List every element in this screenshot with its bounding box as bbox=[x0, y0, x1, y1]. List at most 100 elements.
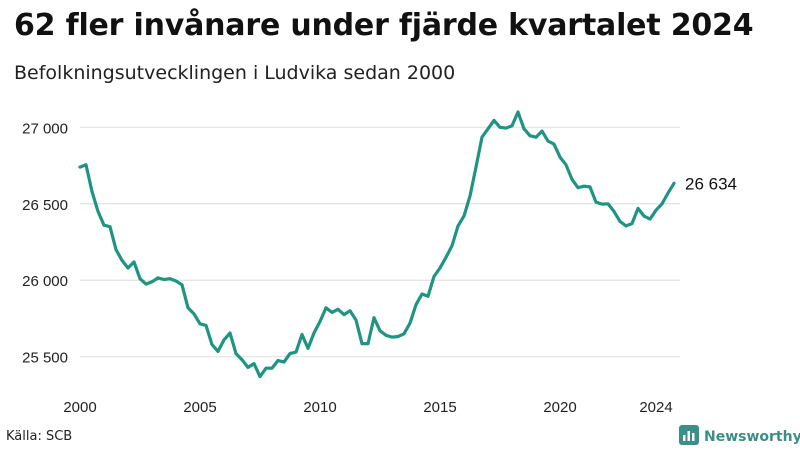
data-point bbox=[444, 255, 448, 259]
data-point bbox=[384, 333, 388, 337]
data-point bbox=[150, 280, 154, 284]
data-point bbox=[324, 306, 328, 310]
data-point bbox=[204, 323, 208, 327]
data-point bbox=[654, 208, 658, 212]
data-point bbox=[540, 129, 544, 133]
data-point bbox=[618, 219, 622, 223]
x-tick-label: 2005 bbox=[183, 399, 216, 416]
data-point bbox=[210, 343, 214, 346]
data-point bbox=[438, 266, 442, 270]
data-point bbox=[588, 185, 592, 189]
data-point bbox=[480, 135, 484, 139]
data-point bbox=[336, 307, 340, 311]
data-point bbox=[180, 283, 184, 287]
data-point bbox=[378, 329, 382, 333]
data-point bbox=[252, 362, 256, 365]
newsworthy-chart-icon bbox=[679, 424, 699, 450]
data-point bbox=[642, 214, 646, 218]
x-tick-label: 2000 bbox=[63, 399, 96, 416]
data-point bbox=[504, 126, 508, 130]
data-point bbox=[666, 191, 670, 195]
data-point bbox=[558, 155, 562, 159]
data-point bbox=[522, 127, 526, 131]
data-point bbox=[360, 342, 364, 346]
data-point bbox=[78, 165, 82, 169]
y-tick-label: 26 500 bbox=[22, 197, 68, 214]
data-point bbox=[372, 316, 376, 320]
data-point bbox=[498, 125, 502, 129]
data-point bbox=[552, 142, 556, 146]
data-point bbox=[108, 225, 112, 229]
data-point bbox=[660, 202, 664, 206]
data-point bbox=[492, 119, 496, 122]
end-value-label: 26 634 bbox=[685, 174, 737, 193]
data-point bbox=[396, 335, 400, 338]
data-point bbox=[240, 358, 244, 362]
data-point bbox=[192, 312, 196, 316]
data-point bbox=[648, 217, 652, 221]
chart-subtitle: Befolkningsutvecklingen i Ludvika sedan … bbox=[14, 62, 456, 84]
data-point bbox=[348, 309, 352, 313]
data-point bbox=[90, 190, 94, 193]
data-point bbox=[228, 331, 232, 335]
data-point bbox=[408, 321, 412, 325]
data-point bbox=[276, 359, 280, 362]
data-point bbox=[168, 277, 172, 281]
data-point bbox=[600, 202, 604, 206]
data-point bbox=[162, 278, 166, 281]
data-point bbox=[468, 194, 472, 198]
data-point bbox=[606, 202, 610, 206]
data-point bbox=[462, 214, 466, 218]
data-point bbox=[258, 375, 262, 378]
data-point bbox=[546, 139, 550, 143]
chart-title: 62 fler invånare under fjärde kvartalet … bbox=[14, 8, 754, 43]
data-point bbox=[636, 206, 640, 210]
data-point bbox=[222, 338, 226, 342]
data-point bbox=[306, 346, 310, 350]
data-point bbox=[198, 322, 202, 326]
data-point bbox=[264, 366, 268, 370]
data-point bbox=[342, 313, 346, 317]
data-point bbox=[516, 110, 520, 114]
data-point bbox=[612, 210, 616, 213]
data-point bbox=[426, 294, 430, 298]
data-point bbox=[96, 210, 100, 213]
data-point bbox=[330, 310, 334, 314]
data-point bbox=[234, 352, 238, 356]
x-tick-label: 2010 bbox=[303, 399, 336, 416]
gridlines bbox=[80, 126, 680, 358]
data-point bbox=[126, 266, 130, 270]
data-point bbox=[402, 332, 406, 336]
data-point bbox=[576, 186, 580, 190]
data-point bbox=[510, 124, 514, 128]
x-tick-label: 2024 bbox=[639, 399, 672, 416]
brand-logo[interactable]: Newsworthy bbox=[679, 424, 800, 450]
source-note: Källa: SCB bbox=[6, 429, 73, 444]
data-point bbox=[312, 331, 316, 335]
series-line-population bbox=[78, 110, 676, 379]
data-point bbox=[528, 134, 532, 138]
y-tick-label: 26 000 bbox=[22, 273, 68, 290]
data-point bbox=[120, 258, 124, 262]
data-point bbox=[594, 200, 598, 204]
data-point bbox=[114, 248, 118, 252]
data-point bbox=[432, 275, 436, 278]
series-group bbox=[78, 110, 676, 379]
data-point bbox=[216, 349, 220, 353]
data-point bbox=[564, 163, 568, 167]
data-point bbox=[534, 135, 538, 139]
data-point bbox=[144, 282, 148, 286]
data-point bbox=[84, 163, 88, 167]
data-point bbox=[174, 279, 178, 283]
data-point bbox=[414, 303, 418, 307]
y-tick-label: 25 500 bbox=[22, 350, 68, 367]
data-point bbox=[450, 244, 454, 248]
data-point bbox=[102, 223, 106, 227]
y-axis-tick-labels: 25 500 26 000 26 500 27 000 bbox=[22, 120, 68, 366]
data-point bbox=[390, 335, 394, 339]
data-point bbox=[672, 181, 676, 185]
data-point bbox=[282, 360, 286, 364]
brand-name: Newsworthy bbox=[704, 429, 800, 445]
data-points bbox=[78, 110, 676, 378]
